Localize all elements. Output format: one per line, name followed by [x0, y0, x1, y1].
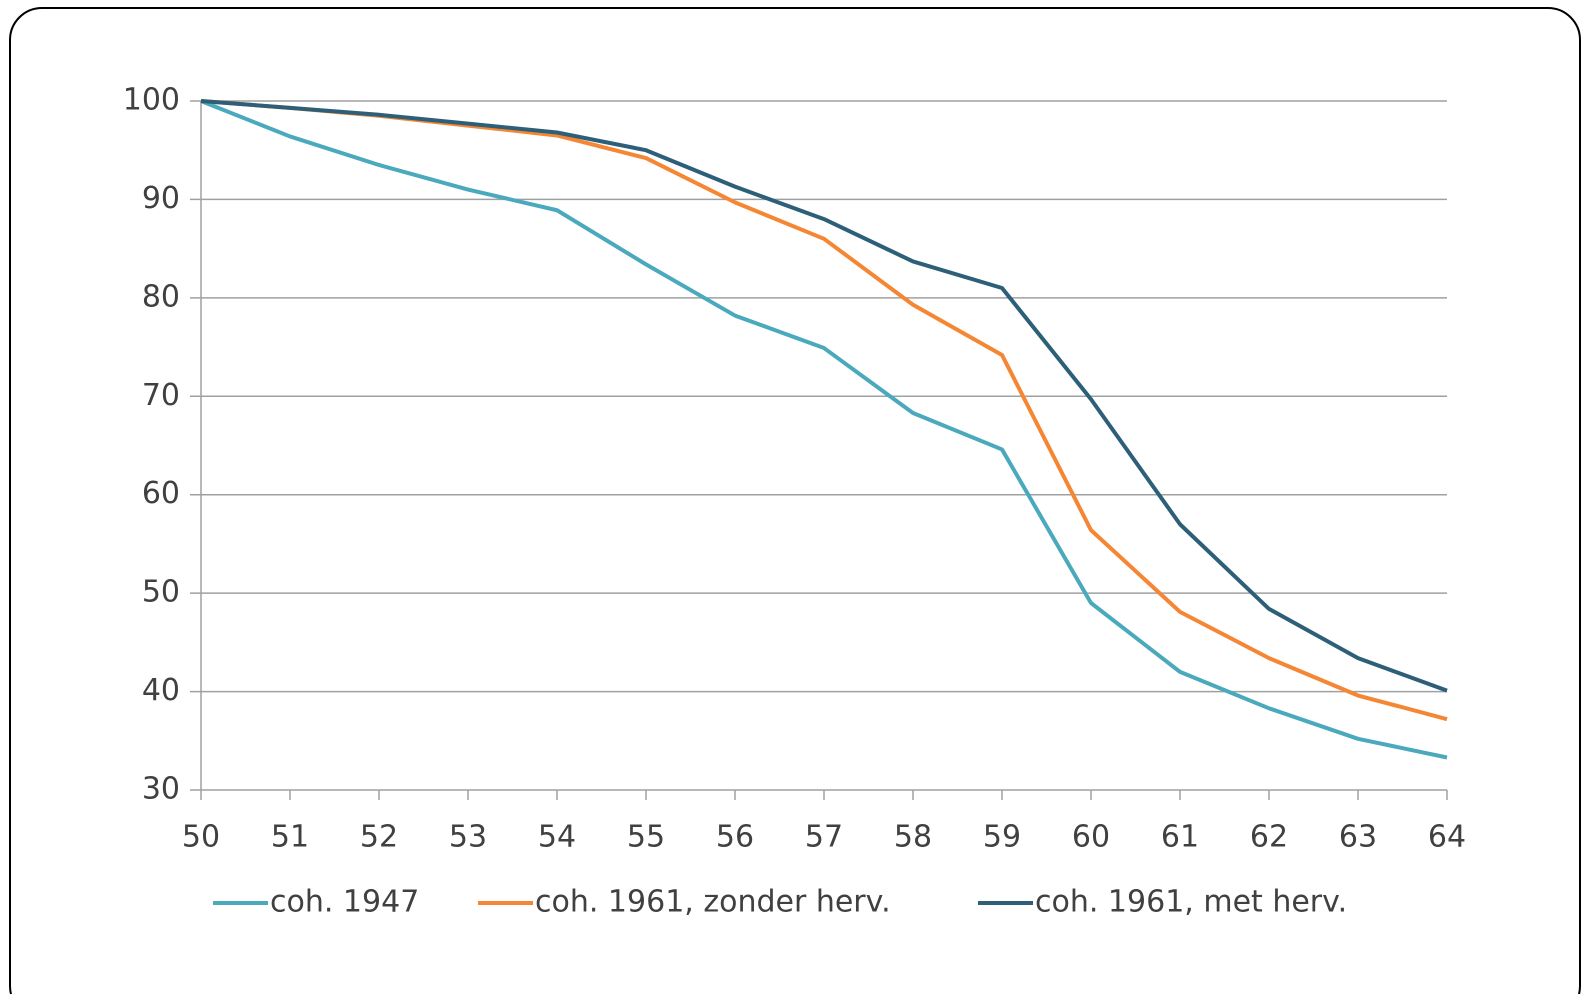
series-line [200, 99, 1448, 693]
x-tick-label: 51 [271, 820, 309, 855]
x-tick-label: 55 [627, 820, 665, 855]
x-tick-label: 52 [360, 820, 398, 855]
y-tick-label: 40 [142, 673, 180, 708]
x-tick-label: 53 [449, 820, 487, 855]
x-tick-label: 62 [1250, 820, 1288, 855]
y-tick-label: 50 [142, 575, 180, 610]
y-tick-label: 100 [123, 83, 180, 118]
y-tick-label: 30 [142, 772, 180, 807]
y-tick-label: 60 [142, 476, 180, 511]
series-line [200, 99, 1448, 760]
x-tick-label: 50 [182, 820, 220, 855]
chart-frame [9, 7, 1581, 994]
legend-label: coh. 1947 [270, 885, 419, 920]
x-tick-label: 57 [805, 820, 843, 855]
x-tick-label: 56 [716, 820, 754, 855]
y-tick-label: 80 [142, 279, 180, 314]
y-tick-label: 90 [142, 181, 180, 216]
legend-label: coh. 1961, zonder herv. [535, 885, 891, 920]
x-tick-label: 63 [1339, 820, 1377, 855]
x-tick-label: 60 [1072, 820, 1110, 855]
y-tick-label: 70 [142, 378, 180, 413]
x-tick-label: 64 [1428, 820, 1466, 855]
legend-label: coh. 1961, met herv. [1035, 885, 1347, 920]
x-tick-label: 54 [538, 820, 576, 855]
x-tick-label: 61 [1161, 820, 1199, 855]
x-tick-label: 58 [894, 820, 932, 855]
x-tick-label: 59 [983, 820, 1021, 855]
